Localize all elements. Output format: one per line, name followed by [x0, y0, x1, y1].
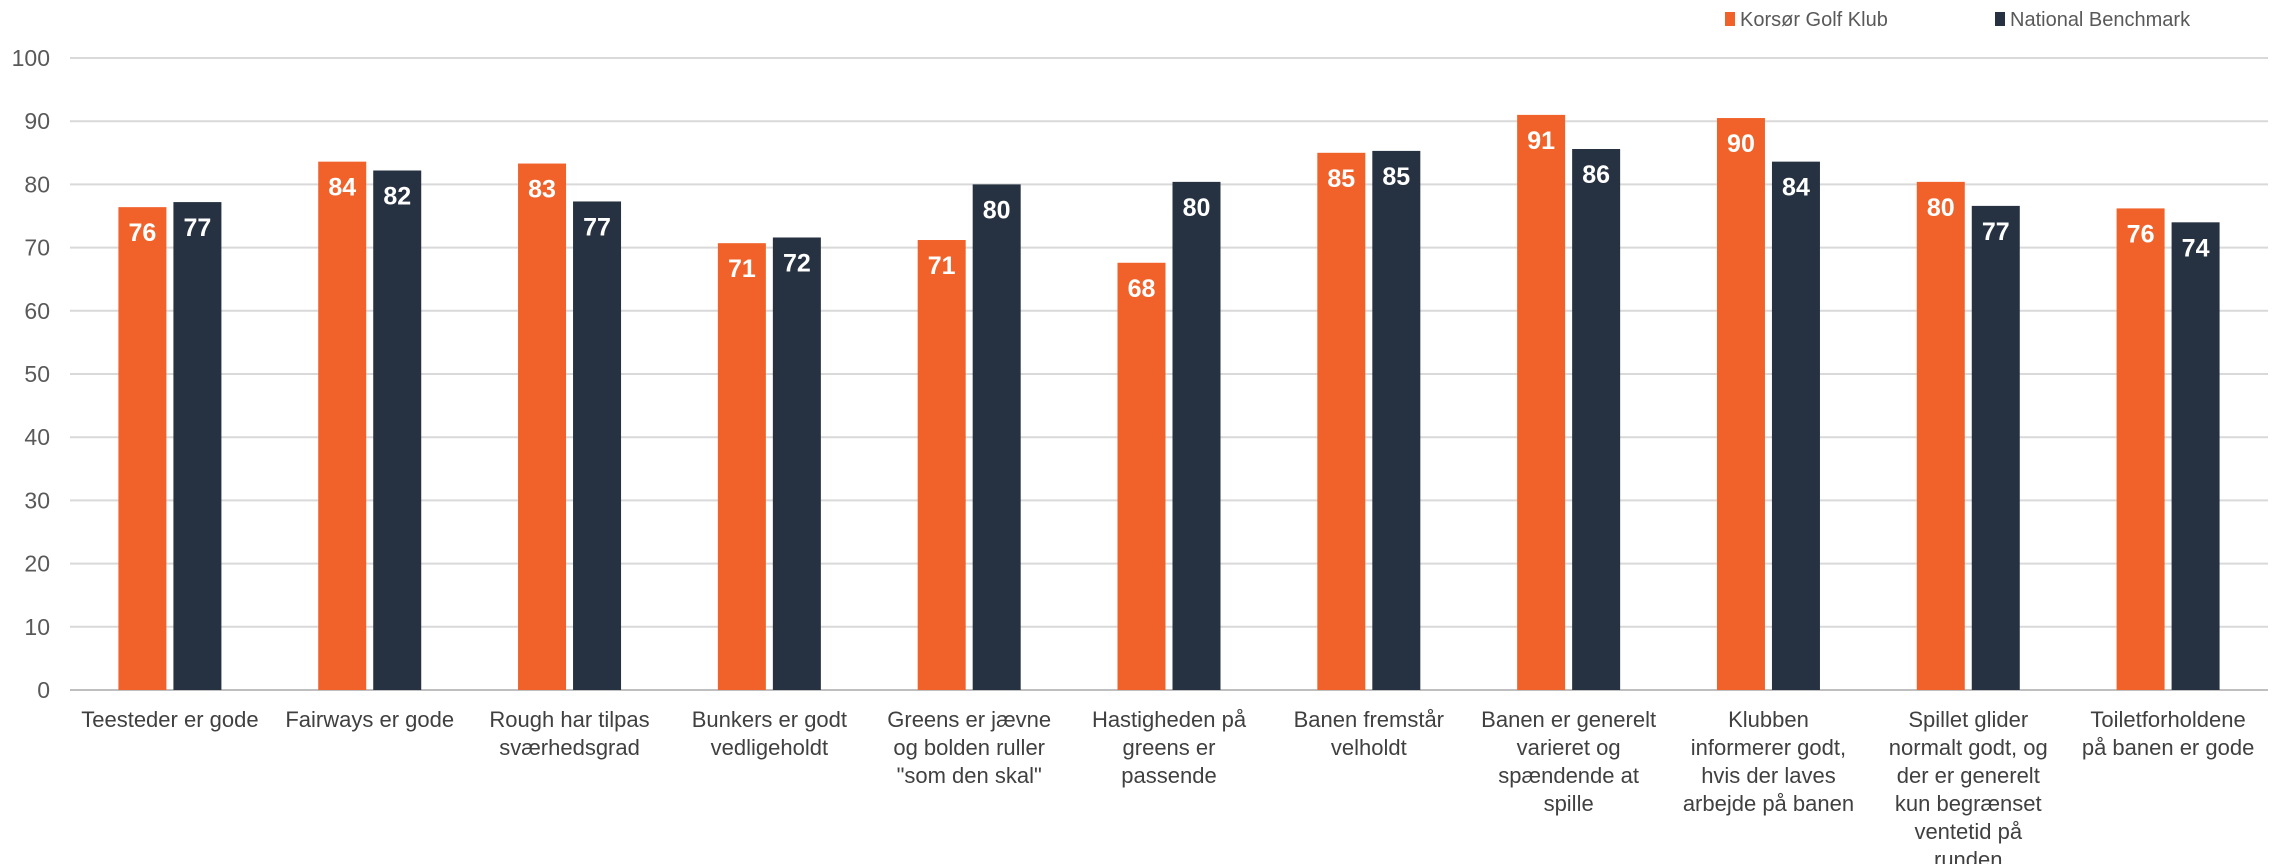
bar — [1916, 181, 1965, 690]
bar-group: 68 80 — [1117, 181, 1221, 690]
data-label: 80 — [983, 196, 1011, 224]
bar — [1372, 150, 1421, 691]
x-axis: Teesteder er gode Fairways er gode Rough h… — [81, 707, 2254, 864]
y-tick-label: 0 — [37, 677, 50, 703]
data-label: 77 — [1982, 218, 2010, 246]
bars: 76 77 84 82 83 77 71 72 71 80 68 80 85 85 91 86 90 84 80 77… — [118, 114, 2220, 691]
data-label: 83 — [528, 176, 556, 204]
bar — [118, 207, 167, 691]
category-label: Toiletforholdene på banen er gode — [2082, 707, 2255, 760]
bar — [1117, 262, 1166, 690]
category-label: Bunkers er godt vedligeholdt — [692, 707, 847, 760]
bar — [1971, 205, 2020, 690]
y-tick-label: 70 — [24, 235, 50, 261]
bar — [717, 243, 766, 690]
bar — [318, 161, 367, 690]
bar — [1572, 149, 1621, 690]
bar-group: 80 77 — [1916, 181, 2020, 690]
bar — [2116, 208, 2165, 690]
category-label: Banen er generelt varieret og spændende at… — [1481, 707, 1656, 816]
data-label: 77 — [184, 214, 212, 242]
bar-group: 84 82 — [318, 161, 422, 691]
bar-group: 71 80 — [917, 184, 1021, 691]
legend-swatch — [1995, 12, 2005, 26]
data-label: 76 — [2127, 220, 2155, 248]
legend-swatch — [1725, 12, 1735, 26]
bar-group: 83 77 — [518, 163, 622, 691]
bar-group: 76 77 — [118, 202, 222, 691]
bar — [1517, 114, 1566, 690]
bar-group: 91 86 — [1517, 114, 1621, 690]
legend-item: National Benchmark — [1995, 9, 2191, 31]
data-label: 84 — [1782, 174, 1810, 202]
bar — [1771, 161, 1820, 690]
legend-label: National Benchmark — [2010, 9, 2191, 31]
legend-label: Korsør Golf Klub — [1740, 9, 1888, 31]
data-label: 76 — [129, 219, 157, 247]
y-tick-label: 30 — [24, 487, 50, 513]
category-label: Fairways er gode — [285, 707, 454, 732]
bar — [1317, 152, 1366, 691]
y-tick-label: 100 — [12, 45, 50, 71]
gridlines — [70, 57, 2268, 691]
bar-group: 85 85 — [1317, 150, 1421, 691]
data-label: 72 — [783, 249, 811, 277]
y-tick-label: 60 — [24, 298, 50, 324]
y-tick-label: 50 — [24, 361, 50, 387]
y-tick-label: 90 — [24, 108, 50, 134]
bar — [1172, 181, 1221, 690]
category-label: Spillet glider normalt godt, og der er gen… — [1889, 707, 2048, 864]
data-label: 85 — [1327, 165, 1355, 193]
data-label: 82 — [383, 182, 411, 210]
bar-group: 76 74 — [2116, 208, 2220, 690]
data-label: 77 — [583, 213, 611, 241]
y-axis: 0 10 20 30 40 50 60 70 80 90 100 — [12, 45, 50, 703]
bar-group: 90 84 — [1716, 118, 1820, 691]
bar — [917, 240, 966, 691]
category-label: Greens er jævne og bolden ruller "som den … — [887, 707, 1051, 788]
data-label: 84 — [328, 174, 356, 202]
category-label: Rough har tilpas sværhedsgrad — [489, 707, 649, 760]
y-tick-label: 10 — [24, 614, 50, 640]
bar — [518, 163, 567, 690]
y-tick-label: 80 — [24, 171, 50, 197]
bar — [373, 170, 422, 691]
bar — [972, 184, 1021, 690]
data-label: 86 — [1582, 161, 1610, 189]
y-tick-label: 40 — [24, 424, 50, 450]
bar — [772, 237, 821, 690]
data-label: 85 — [1382, 163, 1410, 191]
bar-group: 71 72 — [717, 237, 821, 690]
data-label: 80 — [1927, 194, 1955, 222]
category-label: Hastigheden på greens er passende — [1092, 707, 1247, 788]
data-label: 71 — [728, 255, 756, 283]
bar — [573, 201, 622, 691]
data-label: 80 — [1183, 194, 1211, 222]
legend-item: Korsør Golf Klub — [1725, 9, 1888, 31]
data-label: 68 — [1128, 275, 1156, 303]
category-label: Banen fremstår velholdt — [1294, 707, 1444, 760]
bar — [2171, 222, 2220, 690]
legend: Korsør Golf Klub National Benchmark — [1725, 9, 2191, 31]
bar — [173, 202, 222, 690]
bar — [1716, 118, 1765, 691]
data-label: 90 — [1727, 130, 1755, 158]
y-tick-label: 20 — [24, 551, 50, 577]
data-label: 74 — [2182, 234, 2210, 262]
category-label: Klubben informerer godt, hvis der laves arb… — [1683, 707, 1854, 816]
category-label: Teesteder er gode — [81, 707, 258, 732]
data-label: 91 — [1527, 127, 1555, 155]
data-label: 71 — [928, 252, 956, 280]
